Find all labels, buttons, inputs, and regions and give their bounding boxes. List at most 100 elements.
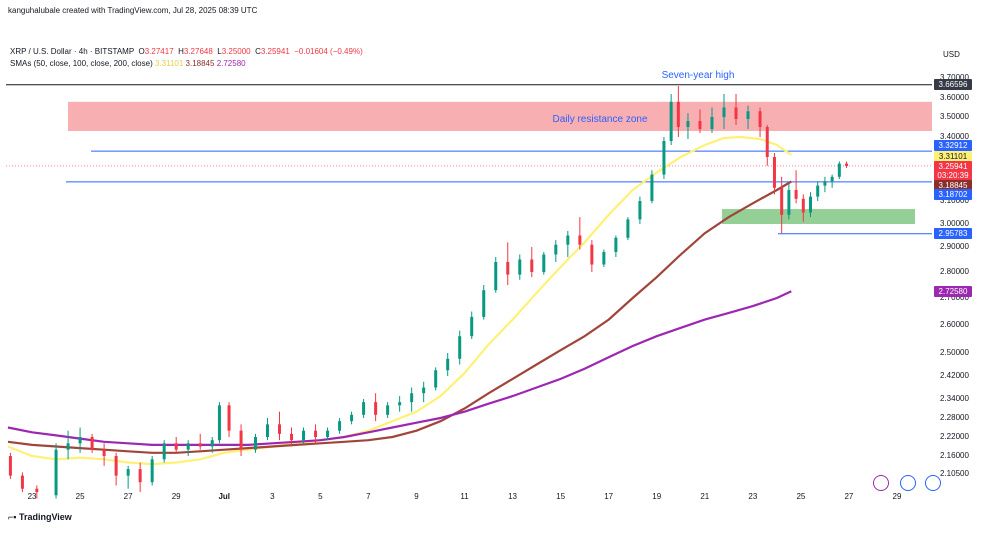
- x-tick-label: 17: [604, 492, 614, 501]
- sma-line-sma-50: [7, 135, 792, 466]
- candle-body: [302, 430, 306, 441]
- x-tick-label: 5: [318, 492, 323, 501]
- candle-body: [816, 185, 820, 197]
- candle-body: [150, 459, 154, 483]
- candle-body: [614, 237, 618, 252]
- candle-body: [162, 443, 166, 460]
- x-tick-label: 29: [892, 492, 902, 501]
- candle-body: [638, 201, 642, 220]
- y-tick-label: 2.80000: [940, 267, 969, 276]
- candles-layer: [8, 86, 849, 499]
- price-label-03:20:39: 03:20:39: [934, 170, 972, 181]
- x-tick-label: 23: [748, 492, 758, 501]
- change-value: −0.01604 (−0.49%): [294, 47, 363, 56]
- candle-body: [338, 421, 342, 431]
- candle-body: [698, 121, 702, 129]
- close-label: C: [255, 47, 261, 56]
- candle-body: [554, 244, 558, 255]
- candle-body: [326, 430, 330, 437]
- x-tick-label: 27: [844, 492, 854, 501]
- candle-body: [686, 121, 690, 127]
- currency-label[interactable]: USD: [943, 50, 960, 59]
- candle-body: [374, 402, 378, 415]
- candle-body: [506, 262, 510, 275]
- candle-body: [470, 316, 474, 337]
- y-tick-label: 2.28000: [940, 413, 969, 422]
- candle-body: [734, 107, 738, 119]
- x-tick-label: 15: [556, 492, 566, 501]
- candle-body: [830, 176, 834, 182]
- candle-body: [174, 443, 178, 450]
- y-tick-label: 3.10000: [940, 196, 969, 205]
- candle-body: [765, 127, 769, 157]
- candle-body: [794, 190, 798, 199]
- x-tick-label: 25: [75, 492, 85, 501]
- y-tick-label: 3.00000: [940, 219, 969, 228]
- price-label-3.18845: 3.18845: [934, 180, 972, 191]
- candle-body: [722, 107, 726, 117]
- candle-body: [386, 405, 390, 415]
- open-label: O: [138, 47, 145, 56]
- y-tick-label: 2.34000: [940, 394, 969, 403]
- candle-body: [114, 456, 118, 476]
- ohlc-line: XRP / U.S. Dollar · 4h · BITSTAMP O3.274…: [10, 47, 363, 56]
- candle-body: [758, 111, 762, 127]
- price-label-3.31101: 3.31101: [934, 151, 972, 162]
- candle-body: [66, 443, 70, 450]
- sma-line-sma-200: [7, 290, 792, 446]
- symbol-name[interactable]: XRP / U.S. Dollar · 4h · BITSTAMP: [10, 47, 135, 56]
- open-value: 3.27417: [144, 47, 174, 56]
- support-zone: [722, 209, 915, 224]
- sma200-value: 2.72580: [216, 59, 246, 68]
- x-tick-label: 3: [270, 492, 275, 501]
- candle-body: [410, 393, 414, 403]
- candle-body: [90, 437, 94, 450]
- candle-body: [278, 424, 282, 434]
- flag-us-icon[interactable]: [900, 475, 916, 491]
- sma-layer: [7, 135, 792, 466]
- zones-layer: [68, 101, 932, 224]
- candle-body: [210, 440, 214, 447]
- y-tick-label: 3.50000: [940, 112, 969, 121]
- x-tick-label: 7: [366, 492, 371, 501]
- candle-body: [362, 402, 366, 415]
- brand-name: TradingView: [18, 512, 72, 522]
- x-tick-label: 27: [123, 492, 133, 501]
- price-label-3.66596: 3.66596: [934, 79, 972, 90]
- candle-body: [20, 475, 24, 489]
- candle-body: [823, 181, 827, 186]
- candle-body: [314, 430, 318, 437]
- candle-body: [102, 449, 106, 456]
- candle-body: [198, 443, 202, 447]
- author-line: kanguhalubale created with TradingView.c…: [8, 6, 258, 15]
- candle-body: [8, 456, 12, 476]
- sma-line-sma-100: [7, 180, 792, 454]
- y-tick-label: 3.70000: [940, 73, 969, 82]
- candle-body: [710, 117, 714, 129]
- y-tick-label: 3.40000: [940, 132, 969, 141]
- annotation-seven-year-high: Seven-year high: [662, 70, 735, 81]
- x-tick-label: 11: [460, 492, 469, 501]
- high-label: H: [178, 47, 184, 56]
- y-tick-label: 3.60000: [940, 93, 969, 102]
- candle-body: [35, 488, 39, 492]
- candle-body: [239, 430, 243, 450]
- candle-body: [669, 101, 673, 141]
- replay-icon[interactable]: [873, 475, 889, 491]
- x-tick-label: Jul: [218, 492, 231, 501]
- candle-body: [126, 469, 130, 476]
- resistance-zone: [68, 101, 932, 131]
- candle-body: [350, 414, 354, 422]
- candle-body: [602, 252, 606, 265]
- tradingview-logo: ⌐▪ TradingView: [8, 512, 72, 522]
- candle-body: [138, 469, 142, 483]
- price-label-3.18702: 3.18702: [934, 189, 972, 200]
- annotations-layer: Seven-year high Daily resistance zone: [552, 70, 734, 125]
- flag-us-icon-2[interactable]: [925, 475, 941, 491]
- tv-mark-icon: ⌐▪: [8, 512, 19, 522]
- candle-body: [772, 157, 776, 188]
- sma-legend[interactable]: SMAs (50, close, 100, close, 200, close)…: [10, 59, 246, 68]
- candle-body: [422, 387, 426, 394]
- candle-body: [676, 101, 680, 127]
